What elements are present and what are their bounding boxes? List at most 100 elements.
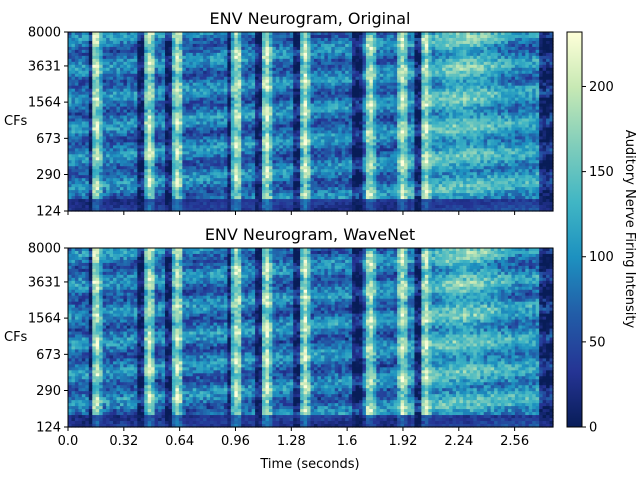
heatmap-cell xyxy=(449,112,454,117)
heatmap-cell xyxy=(265,88,270,93)
heatmap-cell xyxy=(140,97,145,102)
heatmap-cell xyxy=(404,73,409,78)
heatmap-cell xyxy=(182,109,187,114)
heatmap-cell xyxy=(327,64,332,69)
heatmap-cell xyxy=(511,100,516,105)
heatmap-cell xyxy=(546,88,551,93)
heatmap-cell xyxy=(542,70,547,75)
heatmap-cell xyxy=(393,82,398,87)
heatmap-cell xyxy=(372,46,377,51)
heatmap-cell xyxy=(119,85,125,90)
heatmap-cell xyxy=(317,46,322,51)
heatmap-cell xyxy=(227,58,232,63)
heatmap-cell xyxy=(196,43,201,48)
heatmap-cell xyxy=(504,100,509,105)
heatmap-cell xyxy=(379,43,384,48)
heatmap-cell xyxy=(147,115,152,120)
heatmap-cell xyxy=(251,82,256,87)
heatmap-cell xyxy=(178,49,183,54)
heatmap-cell xyxy=(192,91,197,96)
heatmap-cell xyxy=(248,70,253,75)
heatmap-cell xyxy=(158,61,163,66)
heatmap-cell xyxy=(279,94,284,99)
heatmap-cell xyxy=(535,112,540,117)
heatmap-cell xyxy=(459,97,464,102)
heatmap-cell xyxy=(372,52,377,57)
heatmap-cell xyxy=(421,70,426,75)
heatmap-cell xyxy=(258,58,263,63)
heatmap-cell xyxy=(88,67,93,72)
heatmap-cell xyxy=(480,34,485,39)
heatmap-cell xyxy=(248,49,253,54)
heatmap-cell xyxy=(525,91,530,96)
heatmap-cell xyxy=(338,46,343,51)
heatmap-cell xyxy=(296,49,301,54)
heatmap-cell xyxy=(71,37,76,42)
heatmap-cell xyxy=(227,73,232,78)
heatmap-cell xyxy=(445,100,450,105)
heatmap-cell xyxy=(355,49,360,54)
heatmap-cell xyxy=(199,100,204,105)
heatmap-cell xyxy=(424,91,429,96)
heatmap-cell xyxy=(376,109,381,114)
heatmap-cell xyxy=(151,40,156,45)
heatmap-cell xyxy=(279,64,284,69)
heatmap-cell xyxy=(251,112,256,117)
heatmap-cell xyxy=(501,103,506,108)
heatmap-cell xyxy=(268,82,273,87)
heatmap-cell xyxy=(165,118,170,123)
heatmap-cell xyxy=(151,73,156,78)
heatmap-cell xyxy=(92,52,97,57)
heatmap-cell xyxy=(473,40,478,45)
heatmap-cell xyxy=(320,118,325,123)
heatmap-cell xyxy=(137,91,142,96)
heatmap-cell xyxy=(137,112,142,117)
heatmap-cell xyxy=(178,100,183,105)
heatmap-cell xyxy=(473,76,478,81)
heatmap-cell xyxy=(210,32,215,36)
heatmap-cell xyxy=(490,118,495,123)
heatmap-cell xyxy=(199,40,204,45)
heatmap-cell xyxy=(282,82,287,87)
heatmap-cell xyxy=(514,52,519,57)
heatmap-cell xyxy=(203,32,208,36)
heatmap-cell xyxy=(92,58,97,63)
heatmap-cell xyxy=(404,79,409,84)
heatmap-cell xyxy=(355,79,360,84)
heatmap-cell xyxy=(68,46,73,51)
heatmap-cell xyxy=(438,46,443,51)
heatmap-cell xyxy=(546,109,551,114)
heatmap-cell xyxy=(203,37,208,42)
heatmap-cell xyxy=(147,106,152,111)
heatmap-cell xyxy=(185,73,190,78)
heatmap-cell xyxy=(272,34,277,39)
heatmap-cell xyxy=(459,58,464,63)
heatmap-cell xyxy=(525,70,530,75)
heatmap-cell xyxy=(293,55,298,60)
heatmap-cell xyxy=(282,40,287,45)
heatmap-cell xyxy=(119,103,125,108)
heatmap-cell xyxy=(393,100,398,105)
heatmap-cell xyxy=(272,70,277,75)
heatmap-cell xyxy=(435,112,440,117)
heatmap-cell xyxy=(199,32,204,36)
heatmap-cell xyxy=(404,118,409,123)
heatmap-cell xyxy=(227,40,232,45)
heatmap-cell xyxy=(473,109,478,114)
heatmap-cell xyxy=(421,46,426,51)
heatmap-cell xyxy=(462,115,467,120)
heatmap-cell xyxy=(507,106,513,111)
heatmap-cell xyxy=(210,112,215,117)
heatmap-cell xyxy=(251,76,256,81)
heatmap-cell xyxy=(514,100,519,105)
heatmap-cell xyxy=(171,100,176,105)
heatmap-cell xyxy=(275,118,280,123)
heatmap-cell xyxy=(359,76,364,81)
heatmap-cell xyxy=(469,103,474,108)
heatmap-cell xyxy=(542,55,547,60)
heatmap-cell xyxy=(300,106,305,111)
heatmap-cell xyxy=(452,37,457,42)
heatmap-cell xyxy=(469,55,474,60)
heatmap-cell xyxy=(168,61,173,66)
heatmap-cell xyxy=(379,32,384,36)
